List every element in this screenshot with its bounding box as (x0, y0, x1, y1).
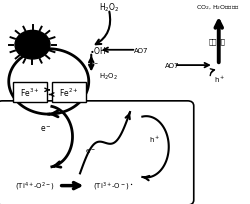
Text: Fe$^{2+}$: Fe$^{2+}$ (59, 86, 78, 99)
Text: Fe$^{3+}$: Fe$^{3+}$ (20, 86, 40, 99)
Text: H$_2$O$_2$: H$_2$O$_2$ (98, 2, 119, 14)
Text: h$^+$: h$^+$ (214, 74, 225, 84)
Text: $\bullet$OH: $\bullet$OH (89, 45, 106, 56)
Text: e$^-$: e$^-$ (84, 147, 96, 156)
Text: CO$_2$, H$_2$O，无机盐: CO$_2$, H$_2$O，无机盐 (196, 3, 239, 12)
Text: h$^+$: h$^+$ (150, 134, 160, 144)
Text: e$^-$: e$^-$ (88, 60, 99, 69)
Text: (Ti$^{4+}$-O$^{2-}$): (Ti$^{4+}$-O$^{2-}$) (15, 180, 55, 192)
Text: H$_2$O$_2$: H$_2$O$_2$ (99, 72, 117, 82)
Text: e$^-$: e$^-$ (40, 124, 52, 134)
Text: 中间产物: 中间产物 (209, 38, 226, 45)
FancyBboxPatch shape (13, 82, 47, 103)
Circle shape (15, 31, 50, 60)
Text: AO7: AO7 (165, 63, 180, 69)
FancyBboxPatch shape (0, 101, 194, 204)
FancyBboxPatch shape (52, 82, 86, 103)
Text: (Ti$^{3+}$-O$^-$)$^\bullet$: (Ti$^{3+}$-O$^-$)$^\bullet$ (94, 180, 134, 192)
Text: AO7: AO7 (134, 48, 148, 53)
